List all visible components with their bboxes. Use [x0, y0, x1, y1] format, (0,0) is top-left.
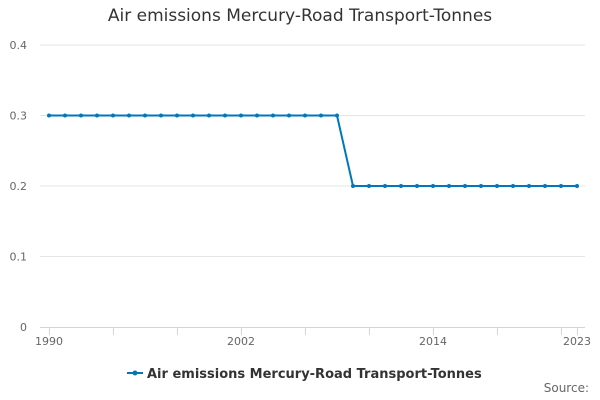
data-point [447, 184, 451, 188]
data-point [383, 184, 387, 188]
data-point [303, 113, 307, 118]
data-point [527, 184, 531, 188]
data-point [335, 113, 339, 118]
legend-label: Air emissions Mercury-Road Transport-Ton… [147, 367, 482, 382]
data-point [287, 113, 291, 118]
data-point [351, 184, 355, 188]
data-point [575, 184, 579, 188]
data-point [207, 113, 211, 118]
series-line [49, 114, 577, 187]
axis-layer: 0 0.1 0.2 0.3 0.4 1990 2002 2014 2023 [10, 39, 592, 348]
legend[interactable]: Air emissions Mercury-Road Transport-Ton… [127, 367, 482, 382]
y-tick-label: 0.3 [10, 110, 28, 123]
data-point [79, 113, 83, 118]
data-point [431, 184, 435, 188]
series-layer [47, 113, 579, 188]
data-point [111, 113, 115, 118]
data-point [463, 184, 467, 188]
data-point [271, 113, 275, 118]
data-point [511, 184, 515, 188]
data-point [319, 113, 323, 118]
data-point [239, 113, 243, 118]
grid-layer [40, 44, 585, 257]
data-point [47, 113, 51, 118]
y-tick-label: 0 [20, 321, 27, 334]
data-point [191, 113, 195, 118]
data-point [495, 184, 499, 188]
data-point [95, 113, 99, 118]
x-tick-label: 2014 [419, 335, 447, 348]
data-point [479, 184, 483, 188]
data-point [143, 113, 147, 118]
data-point [367, 184, 371, 188]
data-point [543, 184, 547, 188]
x-tick-label: 2023 [563, 335, 591, 348]
legend-marker [132, 370, 138, 376]
data-point [63, 113, 67, 118]
data-point [175, 113, 179, 118]
data-point [223, 113, 227, 118]
x-tick-label: 1990 [35, 335, 63, 348]
source-label: Source: [543, 381, 589, 395]
data-point [255, 113, 259, 118]
data-point [127, 113, 131, 118]
x-tick-label: 2002 [227, 335, 255, 348]
y-tick-label: 0.1 [10, 251, 28, 264]
chart-title: Air emissions Mercury-Road Transport-Ton… [107, 6, 493, 26]
y-tick-label: 0.2 [10, 180, 28, 193]
data-point [559, 184, 563, 188]
y-tick-label: 0.4 [10, 39, 28, 52]
data-point [399, 184, 403, 188]
data-point [159, 113, 163, 118]
data-point [415, 184, 419, 188]
